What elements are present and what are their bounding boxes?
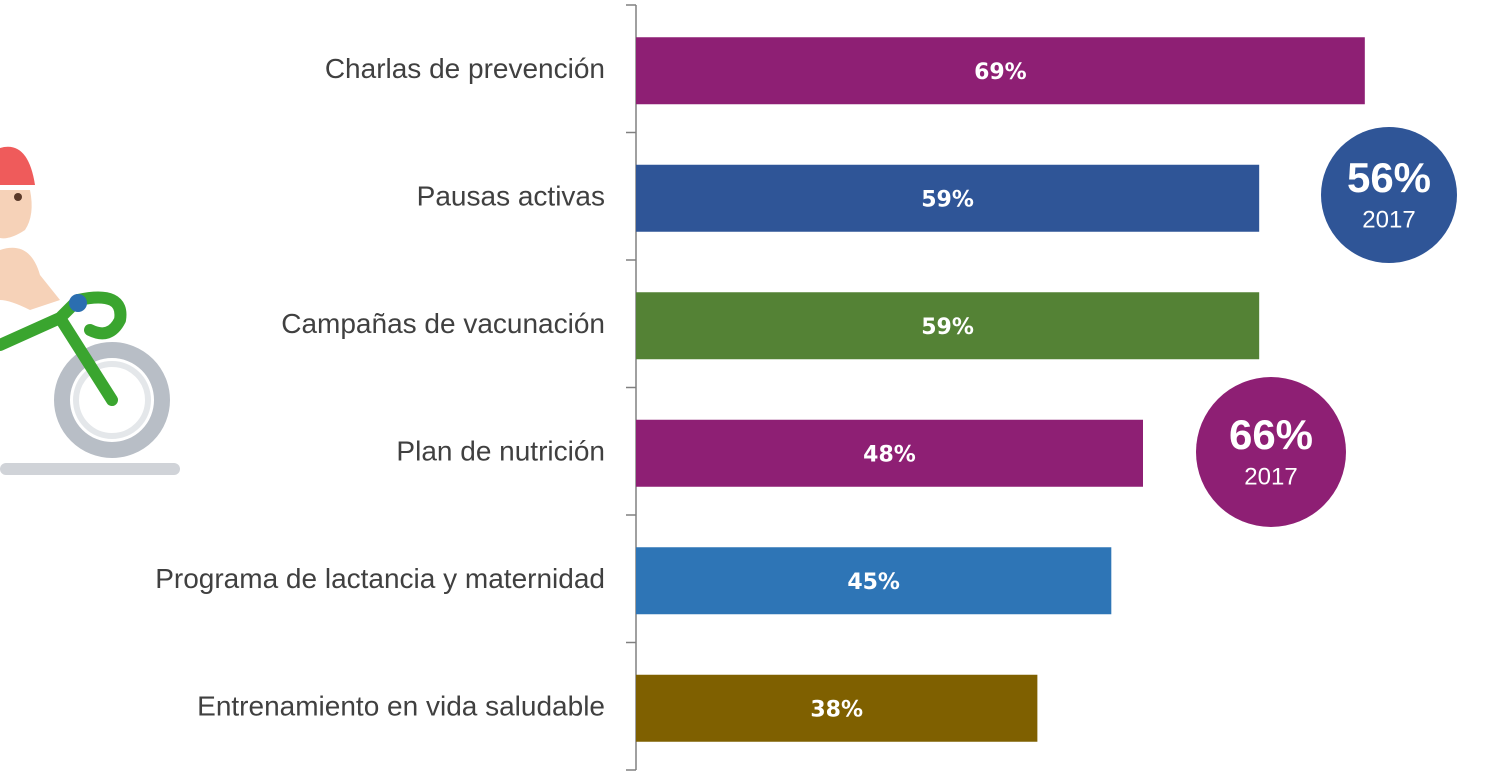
cyclist-illustration (0, 146, 180, 475)
bar (636, 674, 1038, 742)
bar (636, 419, 1143, 487)
bar (636, 164, 1260, 232)
bar-value-label: 69% (974, 60, 1027, 85)
annotation-value: 56% (1347, 154, 1431, 201)
bar-value-label: 59% (921, 187, 974, 212)
bar-value-label: 38% (810, 697, 863, 722)
category-label: Programa de lactancia y maternidad (155, 563, 605, 594)
category-label: Plan de nutrición (396, 436, 605, 467)
bar-value-label: 59% (921, 315, 974, 340)
annotation-bubble (1196, 377, 1346, 527)
bar-value-label: 48% (863, 442, 916, 467)
annotation-bubble (1321, 127, 1457, 263)
annotation-value: 66% (1229, 411, 1313, 458)
bar-value-label: 45% (847, 570, 900, 595)
category-label: Charlas de prevención (325, 53, 605, 84)
annotation-year: 2017 (1362, 206, 1415, 233)
annotation-year: 2017 (1244, 463, 1297, 490)
category-label: Entrenamiento en vida saludable (197, 691, 605, 722)
bar (636, 292, 1260, 360)
bar (636, 547, 1112, 615)
category-label: Campañas de vacunación (281, 308, 605, 339)
bar (636, 37, 1365, 105)
category-label: Pausas activas (417, 181, 605, 212)
